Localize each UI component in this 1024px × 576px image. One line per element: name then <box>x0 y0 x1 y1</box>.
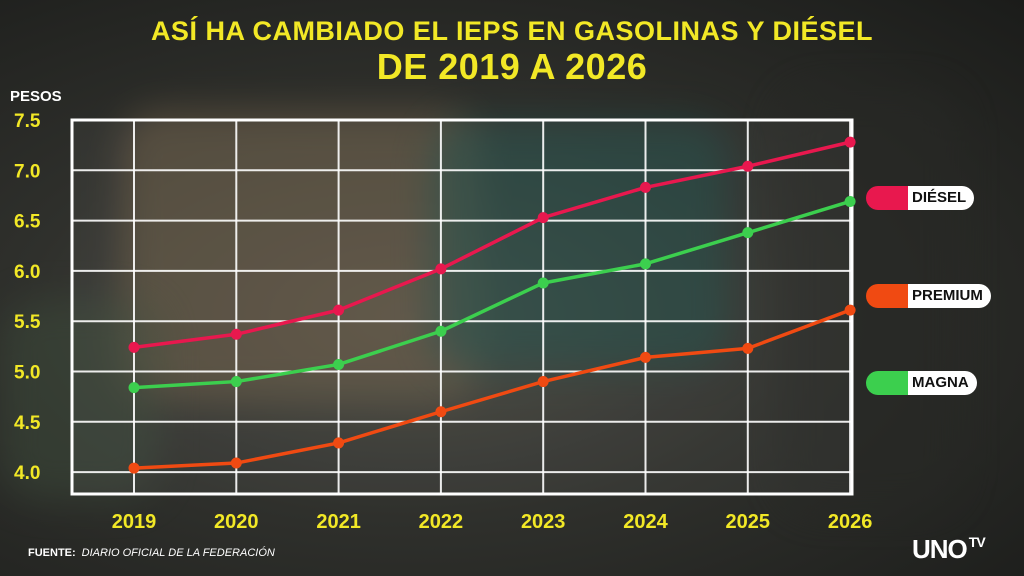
x-tick-label: 2025 <box>726 511 771 533</box>
logo-suffix: TV <box>968 534 986 550</box>
plot-frame <box>70 118 854 496</box>
logo-text: UNO <box>912 534 968 564</box>
legend-item-magna: MAGNA <box>866 371 977 395</box>
data-point-premium <box>230 457 242 469</box>
data-point-premium <box>128 462 140 474</box>
data-point-diesel <box>435 263 447 275</box>
legend-item-diesel: DIÉSEL <box>866 186 975 210</box>
data-point-diesel <box>640 181 651 193</box>
data-point-magna <box>742 227 754 239</box>
y-tick-label: 5.0 <box>14 363 40 384</box>
y-tick-label: 4.5 <box>14 413 41 434</box>
legend-swatch <box>866 371 914 395</box>
source-note: FUENTE: DIARIO OFICIAL DE LA FEDERACIÓN <box>28 547 275 559</box>
series-line-premium <box>133 308 851 470</box>
series-line-diesel <box>133 140 851 350</box>
data-point-premium <box>640 351 651 363</box>
legend-label: MAGNA <box>908 371 977 395</box>
y-axis-label: PESOS <box>10 88 62 105</box>
x-tick-label: 2026 <box>828 511 873 533</box>
background-blur-shape <box>430 120 730 370</box>
x-tick-label: 2020 <box>214 511 259 533</box>
x-tick-label: 2024 <box>623 511 668 533</box>
background-blur-shape <box>120 110 480 400</box>
legend-label: DIÉSEL <box>908 186 975 210</box>
legend-item-premium: PREMIUM <box>866 284 991 308</box>
data-point-magna <box>333 358 345 370</box>
y-tick-label: 6.5 <box>14 212 41 233</box>
unotv-logo: UNO TV <box>912 534 986 565</box>
x-tick-label: 2023 <box>521 511 566 533</box>
y-tick-label: 7.0 <box>14 161 40 182</box>
data-point-diesel <box>128 341 140 353</box>
x-tick-label: 2022 <box>419 511 464 533</box>
chart-title-line1: ASÍ HA CAMBIADO EL IEPS EN GASOLINAS Y D… <box>150 16 874 46</box>
x-tick-label: 2021 <box>316 511 361 533</box>
y-tick-label: 5.5 <box>14 312 41 333</box>
data-point-diesel <box>844 136 856 148</box>
data-point-magna <box>435 325 447 337</box>
source-label: FUENTE: <box>28 547 76 559</box>
data-point-magna <box>640 258 651 270</box>
data-point-magna <box>128 382 140 394</box>
y-tick-label: 7.5 <box>14 111 41 132</box>
data-point-diesel <box>742 160 754 172</box>
data-point-premium <box>742 342 754 354</box>
data-point-magna <box>844 195 856 207</box>
legend-swatch <box>866 186 914 210</box>
data-point-premium <box>435 406 447 418</box>
data-point-diesel <box>537 212 549 224</box>
y-tick-label: 6.0 <box>14 262 40 283</box>
data-point-diesel <box>230 328 242 340</box>
data-point-magna <box>537 277 549 289</box>
data-point-premium <box>333 437 345 449</box>
data-point-premium <box>844 304 856 316</box>
chart-title-line2: DE 2019 A 2026 <box>376 46 648 87</box>
legend-swatch <box>866 284 914 308</box>
data-point-diesel <box>333 304 345 316</box>
legend-label: PREMIUM <box>908 284 991 308</box>
data-point-magna <box>230 376 242 388</box>
x-tick-label: 2019 <box>112 511 157 533</box>
source-text: DIARIO OFICIAL DE LA FEDERACIÓN <box>81 547 275 559</box>
data-point-premium <box>537 376 549 388</box>
series-line-magna <box>133 199 851 390</box>
y-tick-label: 4.0 <box>14 463 40 484</box>
